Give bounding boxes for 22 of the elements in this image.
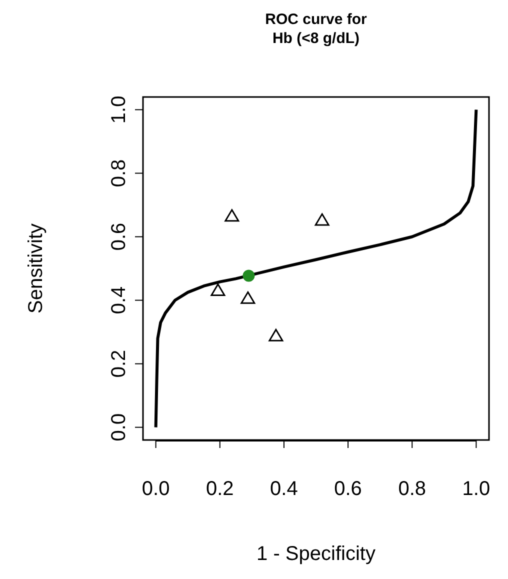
point [210, 283, 226, 296]
line-series [154, 108, 478, 429]
x-tick-label: 0.8 [398, 478, 426, 500]
y-tick-label: 0.2 [108, 350, 130, 378]
point [242, 270, 255, 282]
y-axis-title: Sensitivity [25, 223, 47, 314]
x-tick-label: 0.6 [334, 478, 362, 500]
y-tick-label: 0.8 [108, 159, 130, 188]
chart-title: ROC curve for Hb (<8 g/dL) [265, 11, 367, 47]
point [314, 213, 330, 226]
y-tick-label: 0.4 [108, 286, 130, 314]
point [240, 291, 256, 304]
x-tick-label: 1.0 [462, 478, 490, 500]
point [224, 209, 240, 222]
x-axis-title: 1 - Specificity [256, 543, 376, 565]
x-tick-label: 0.0 [142, 478, 170, 500]
x-tick-label: 0.2 [206, 478, 234, 500]
point [268, 328, 284, 342]
y-tick-label: 0.0 [108, 413, 130, 442]
y-tick-label: 0.6 [108, 222, 130, 251]
y-tick-label: 1.0 [108, 96, 130, 124]
x-tick-label: 0.4 [270, 478, 298, 500]
